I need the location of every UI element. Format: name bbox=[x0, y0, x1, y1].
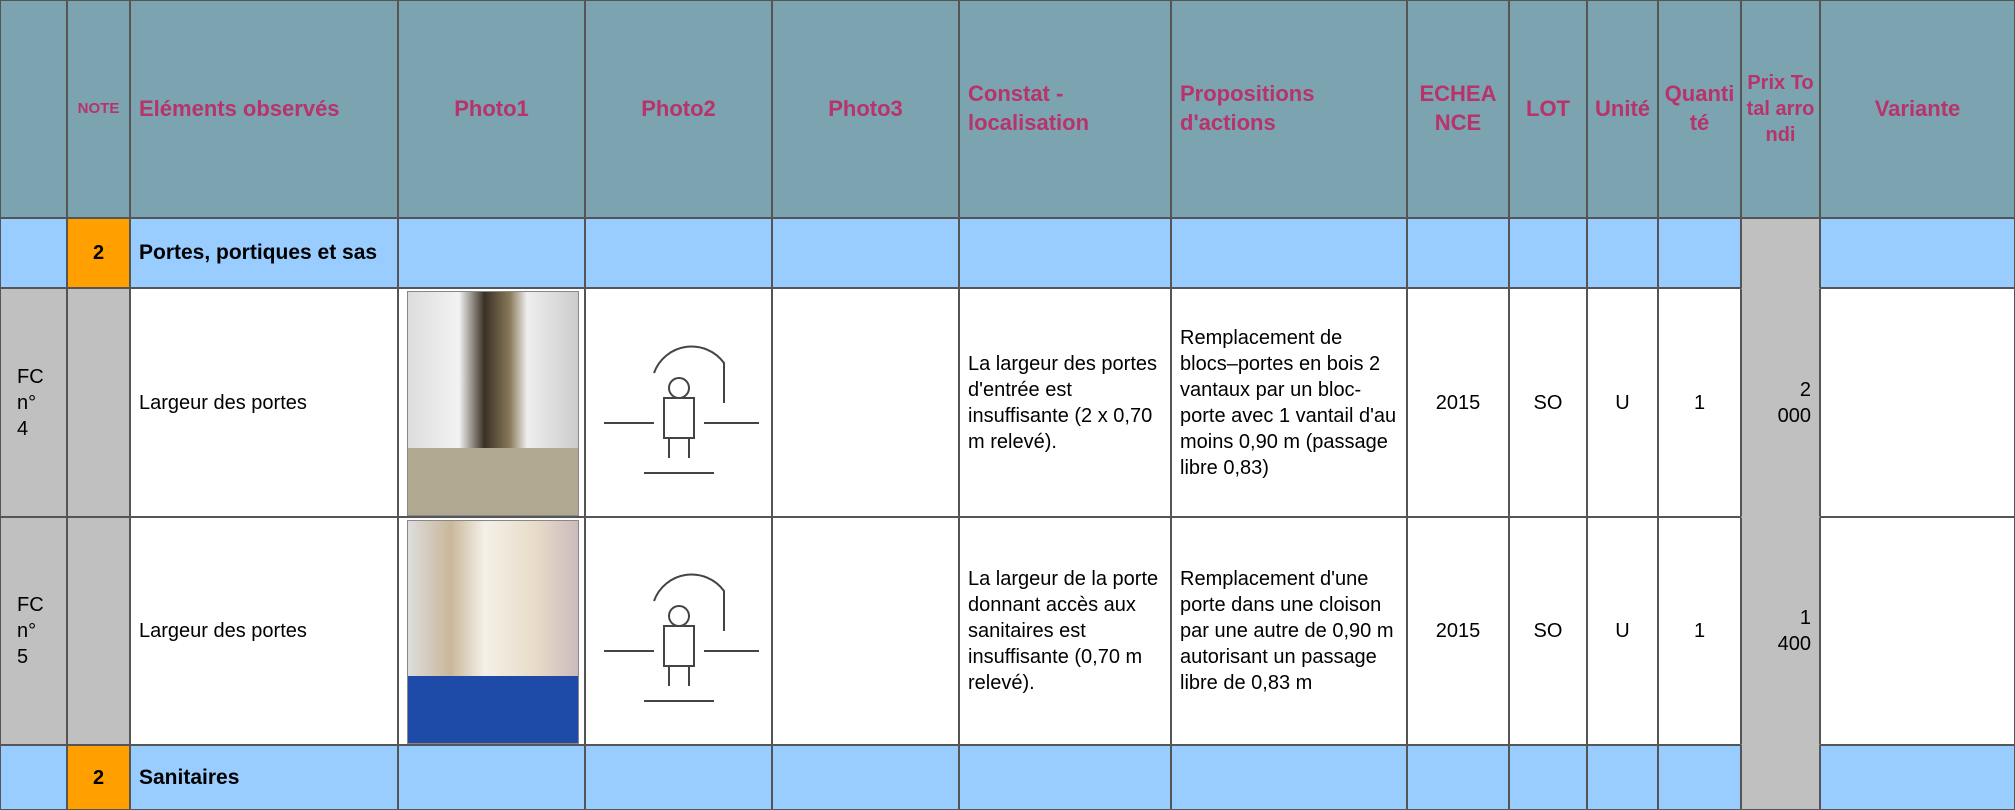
item-element: Largeur des portes bbox=[130, 517, 398, 745]
item-quantite: 1 bbox=[1658, 288, 1741, 517]
header-cell: Photo1 bbox=[398, 0, 585, 218]
variante-cell bbox=[1820, 288, 2015, 517]
section-title: Portes, portiques et sas bbox=[130, 218, 398, 288]
section-cell bbox=[0, 745, 67, 810]
header-cell: Variante bbox=[1820, 0, 2015, 218]
item-constat: La largeur des portes d'entrée est insuf… bbox=[959, 288, 1171, 517]
section-cell bbox=[772, 745, 959, 810]
item-echeance: 2015 bbox=[1407, 288, 1509, 517]
item-lot: SO bbox=[1509, 288, 1587, 517]
section-cell bbox=[959, 745, 1171, 810]
header-cell: Eléments observés bbox=[130, 0, 398, 218]
note-cell bbox=[67, 288, 130, 517]
section-cell bbox=[398, 745, 585, 810]
section-cell bbox=[1509, 218, 1587, 288]
item-constat: La largeur de la porte donnant accès aux… bbox=[959, 517, 1171, 745]
header-cell bbox=[0, 0, 67, 218]
section-cell bbox=[772, 218, 959, 288]
header-cell: ECHEANCE bbox=[1407, 0, 1509, 218]
section-cell bbox=[0, 218, 67, 288]
photo3-cell bbox=[772, 288, 959, 517]
header-cell: Prix Total arrondi bbox=[1741, 0, 1820, 218]
section-cell bbox=[1587, 218, 1658, 288]
section-cell bbox=[1820, 745, 2015, 810]
section-note: 2 bbox=[67, 745, 130, 810]
section-cell bbox=[1509, 745, 1587, 810]
header-cell: Constat - localisation bbox=[959, 0, 1171, 218]
item-ref: FC n° 5 bbox=[0, 517, 67, 745]
section-cell bbox=[585, 745, 772, 810]
header-cell: NOTE bbox=[67, 0, 130, 218]
section-cell bbox=[1407, 745, 1509, 810]
header-cell: Unité bbox=[1587, 0, 1658, 218]
header-cell: Propositions d'actions bbox=[1171, 0, 1407, 218]
item-ref: FC n° 4 bbox=[0, 288, 67, 517]
section-title: Sanitaires bbox=[130, 745, 398, 810]
variante-cell bbox=[1820, 517, 2015, 745]
photo3-cell bbox=[772, 517, 959, 745]
item-echeance: 2015 bbox=[1407, 517, 1509, 745]
section-cell bbox=[959, 218, 1171, 288]
header-cell: Photo3 bbox=[772, 0, 959, 218]
section-cell bbox=[1587, 745, 1658, 810]
item-proposition: Remplacement d'une porte dans une cloiso… bbox=[1171, 517, 1407, 745]
section-note: 2 bbox=[67, 218, 130, 288]
photo1-cell bbox=[398, 288, 585, 517]
section-cell bbox=[1820, 218, 2015, 288]
photo2-cell bbox=[585, 517, 772, 745]
wheelchair-sketch bbox=[604, 345, 759, 474]
section-cell bbox=[1407, 218, 1509, 288]
section-cell bbox=[398, 218, 585, 288]
photo2-cell bbox=[585, 288, 772, 517]
section-cell bbox=[1658, 218, 1741, 288]
item-unite: U bbox=[1587, 288, 1658, 517]
section-cell bbox=[1171, 218, 1407, 288]
item-quantite: 1 bbox=[1658, 517, 1741, 745]
item-element: Largeur des portes bbox=[130, 288, 398, 517]
wheelchair-sketch bbox=[604, 573, 759, 702]
section-cell bbox=[1658, 745, 1741, 810]
section-cell bbox=[585, 218, 772, 288]
item-prix: 2 000 bbox=[1741, 288, 1820, 517]
item-proposition: Remplacement de blocs–portes en bois 2 v… bbox=[1171, 288, 1407, 517]
header-cell: Photo2 bbox=[585, 0, 772, 218]
header-cell: Quantité bbox=[1658, 0, 1741, 218]
photo bbox=[407, 520, 579, 744]
header-cell: LOT bbox=[1509, 0, 1587, 218]
note-cell bbox=[67, 517, 130, 745]
item-lot: SO bbox=[1509, 517, 1587, 745]
item-unite: U bbox=[1587, 517, 1658, 745]
photo1-cell bbox=[398, 517, 585, 745]
section-cell bbox=[1171, 745, 1407, 810]
photo bbox=[407, 291, 579, 516]
item-prix: 1 400 bbox=[1741, 517, 1820, 745]
